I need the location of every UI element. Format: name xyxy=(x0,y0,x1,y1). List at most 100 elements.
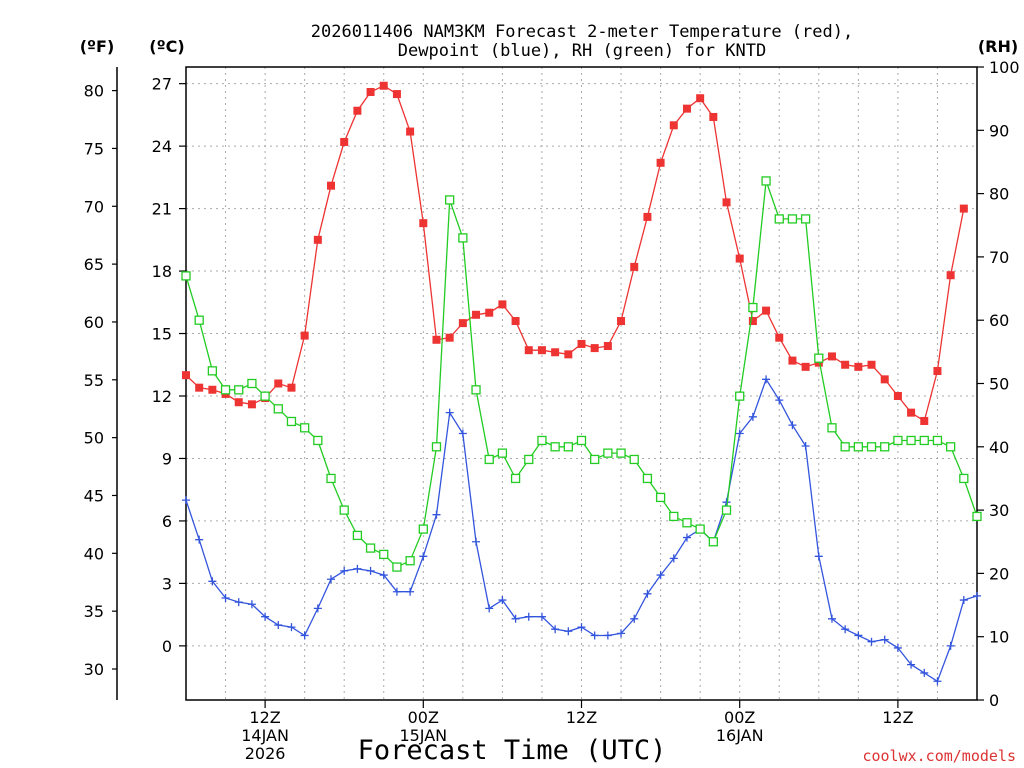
rh-point xyxy=(616,448,626,458)
rh-point xyxy=(603,448,613,458)
rh-point xyxy=(339,505,349,515)
temperature-point xyxy=(617,317,626,326)
x-axis-label: Forecast Time (UTC) xyxy=(358,735,667,766)
temperature-point xyxy=(511,317,520,326)
dewpoint-point xyxy=(327,575,336,584)
rh-point xyxy=(273,404,283,414)
rh-point xyxy=(392,562,402,572)
rh-point xyxy=(313,435,323,446)
rh-point xyxy=(735,391,745,401)
dewpoint-point xyxy=(643,589,652,598)
rh-point xyxy=(827,423,837,433)
temperature-point xyxy=(537,346,546,355)
rh-point xyxy=(286,416,297,427)
rh-point xyxy=(721,505,732,515)
rh-point xyxy=(655,492,666,503)
fahrenheit-tick-label: 45 xyxy=(84,486,104,505)
temperature-point xyxy=(907,408,916,417)
dewpoint-point xyxy=(261,612,270,621)
temperature-point xyxy=(472,310,481,319)
temperature-point xyxy=(669,121,678,130)
rh-point xyxy=(893,435,903,446)
dewpoint-point xyxy=(959,596,968,605)
temperature-point xyxy=(392,90,401,99)
rh-point xyxy=(365,543,376,553)
time-tick-date: 16JAN xyxy=(716,726,764,745)
chart-title-line2: Dewpoint (blue), RH (green) for KNTD xyxy=(398,41,766,61)
celsius-tick-label: 9 xyxy=(162,449,172,468)
dewpoint-point xyxy=(432,510,441,519)
rh-point xyxy=(299,423,310,433)
rh-point xyxy=(761,176,771,186)
rh-point xyxy=(919,435,929,446)
rh-point xyxy=(932,435,943,446)
dewpoint-point xyxy=(669,554,678,563)
rh-point xyxy=(405,556,415,566)
dewpoint-point xyxy=(498,596,507,605)
temperature-point xyxy=(564,350,573,359)
temperature-point xyxy=(893,391,902,400)
fahrenheit-tick-label: 40 xyxy=(84,544,104,563)
temperature-point xyxy=(432,335,441,344)
dewpoint-point xyxy=(920,668,929,677)
dewpoint-point xyxy=(182,496,190,505)
series-layer xyxy=(181,81,982,686)
temperature-point xyxy=(182,371,190,380)
temperature-point xyxy=(195,383,204,392)
dewpoint-point xyxy=(564,627,573,636)
dewpoint-point xyxy=(893,643,902,652)
dewpoint-point xyxy=(617,629,626,638)
rh-point xyxy=(959,473,969,484)
dewpoint-point xyxy=(353,564,362,573)
fahrenheit-tick-label: 50 xyxy=(84,429,104,448)
dewpoint-point xyxy=(946,641,955,650)
dewpoint-point xyxy=(234,598,243,607)
fahrenheit-tick-label: 80 xyxy=(84,82,104,101)
temperature-point xyxy=(274,379,283,388)
rh-point xyxy=(524,454,534,465)
series-rh xyxy=(181,176,982,572)
series-temperature xyxy=(182,81,968,425)
temperature-point xyxy=(208,385,217,394)
rh-point xyxy=(853,442,863,452)
series-dewpoint xyxy=(182,375,981,686)
temperature-point xyxy=(313,235,322,244)
rh-point xyxy=(194,315,204,325)
rh-tick-label: 40 xyxy=(989,438,1009,457)
rh-point xyxy=(906,435,916,446)
rh-point xyxy=(787,214,798,224)
fahrenheit-unit-label: (ºF) xyxy=(80,37,115,56)
rh-point xyxy=(234,385,244,395)
dewpoint-point xyxy=(577,623,586,632)
dewpoint-point xyxy=(551,625,560,634)
rh-point xyxy=(972,511,982,522)
rh-point xyxy=(590,454,600,465)
rh-point xyxy=(563,442,573,452)
rh-point xyxy=(247,378,257,389)
rh-point xyxy=(880,442,890,452)
temperature-point xyxy=(775,333,784,342)
temperature-point xyxy=(867,360,876,369)
dewpoint-point xyxy=(748,412,757,421)
dewpoint-point xyxy=(472,537,481,546)
dewpoint-point xyxy=(524,612,533,621)
dewpoint-point xyxy=(208,577,217,586)
fahrenheit-tick-label: 35 xyxy=(84,602,104,621)
rh-point xyxy=(629,454,639,465)
time-tick-label: 12Z xyxy=(882,708,913,727)
dewpoint-point xyxy=(366,566,375,575)
dewpoint-point xyxy=(801,441,810,450)
celsius-tick-label: 27 xyxy=(152,75,172,94)
dewpoint-point xyxy=(854,631,863,640)
temperature-point xyxy=(643,212,652,221)
rh-point xyxy=(945,442,956,452)
plot-frame xyxy=(185,66,978,701)
temperature-point xyxy=(603,342,612,351)
temperature-point xyxy=(445,333,454,342)
temperature-line xyxy=(185,84,965,423)
dewpoint-point xyxy=(590,631,599,640)
dewpoint-point xyxy=(340,566,349,575)
celsius-tick-label: 21 xyxy=(152,200,172,219)
dewpoint-point xyxy=(195,535,204,544)
dewpoint-point xyxy=(827,614,836,623)
